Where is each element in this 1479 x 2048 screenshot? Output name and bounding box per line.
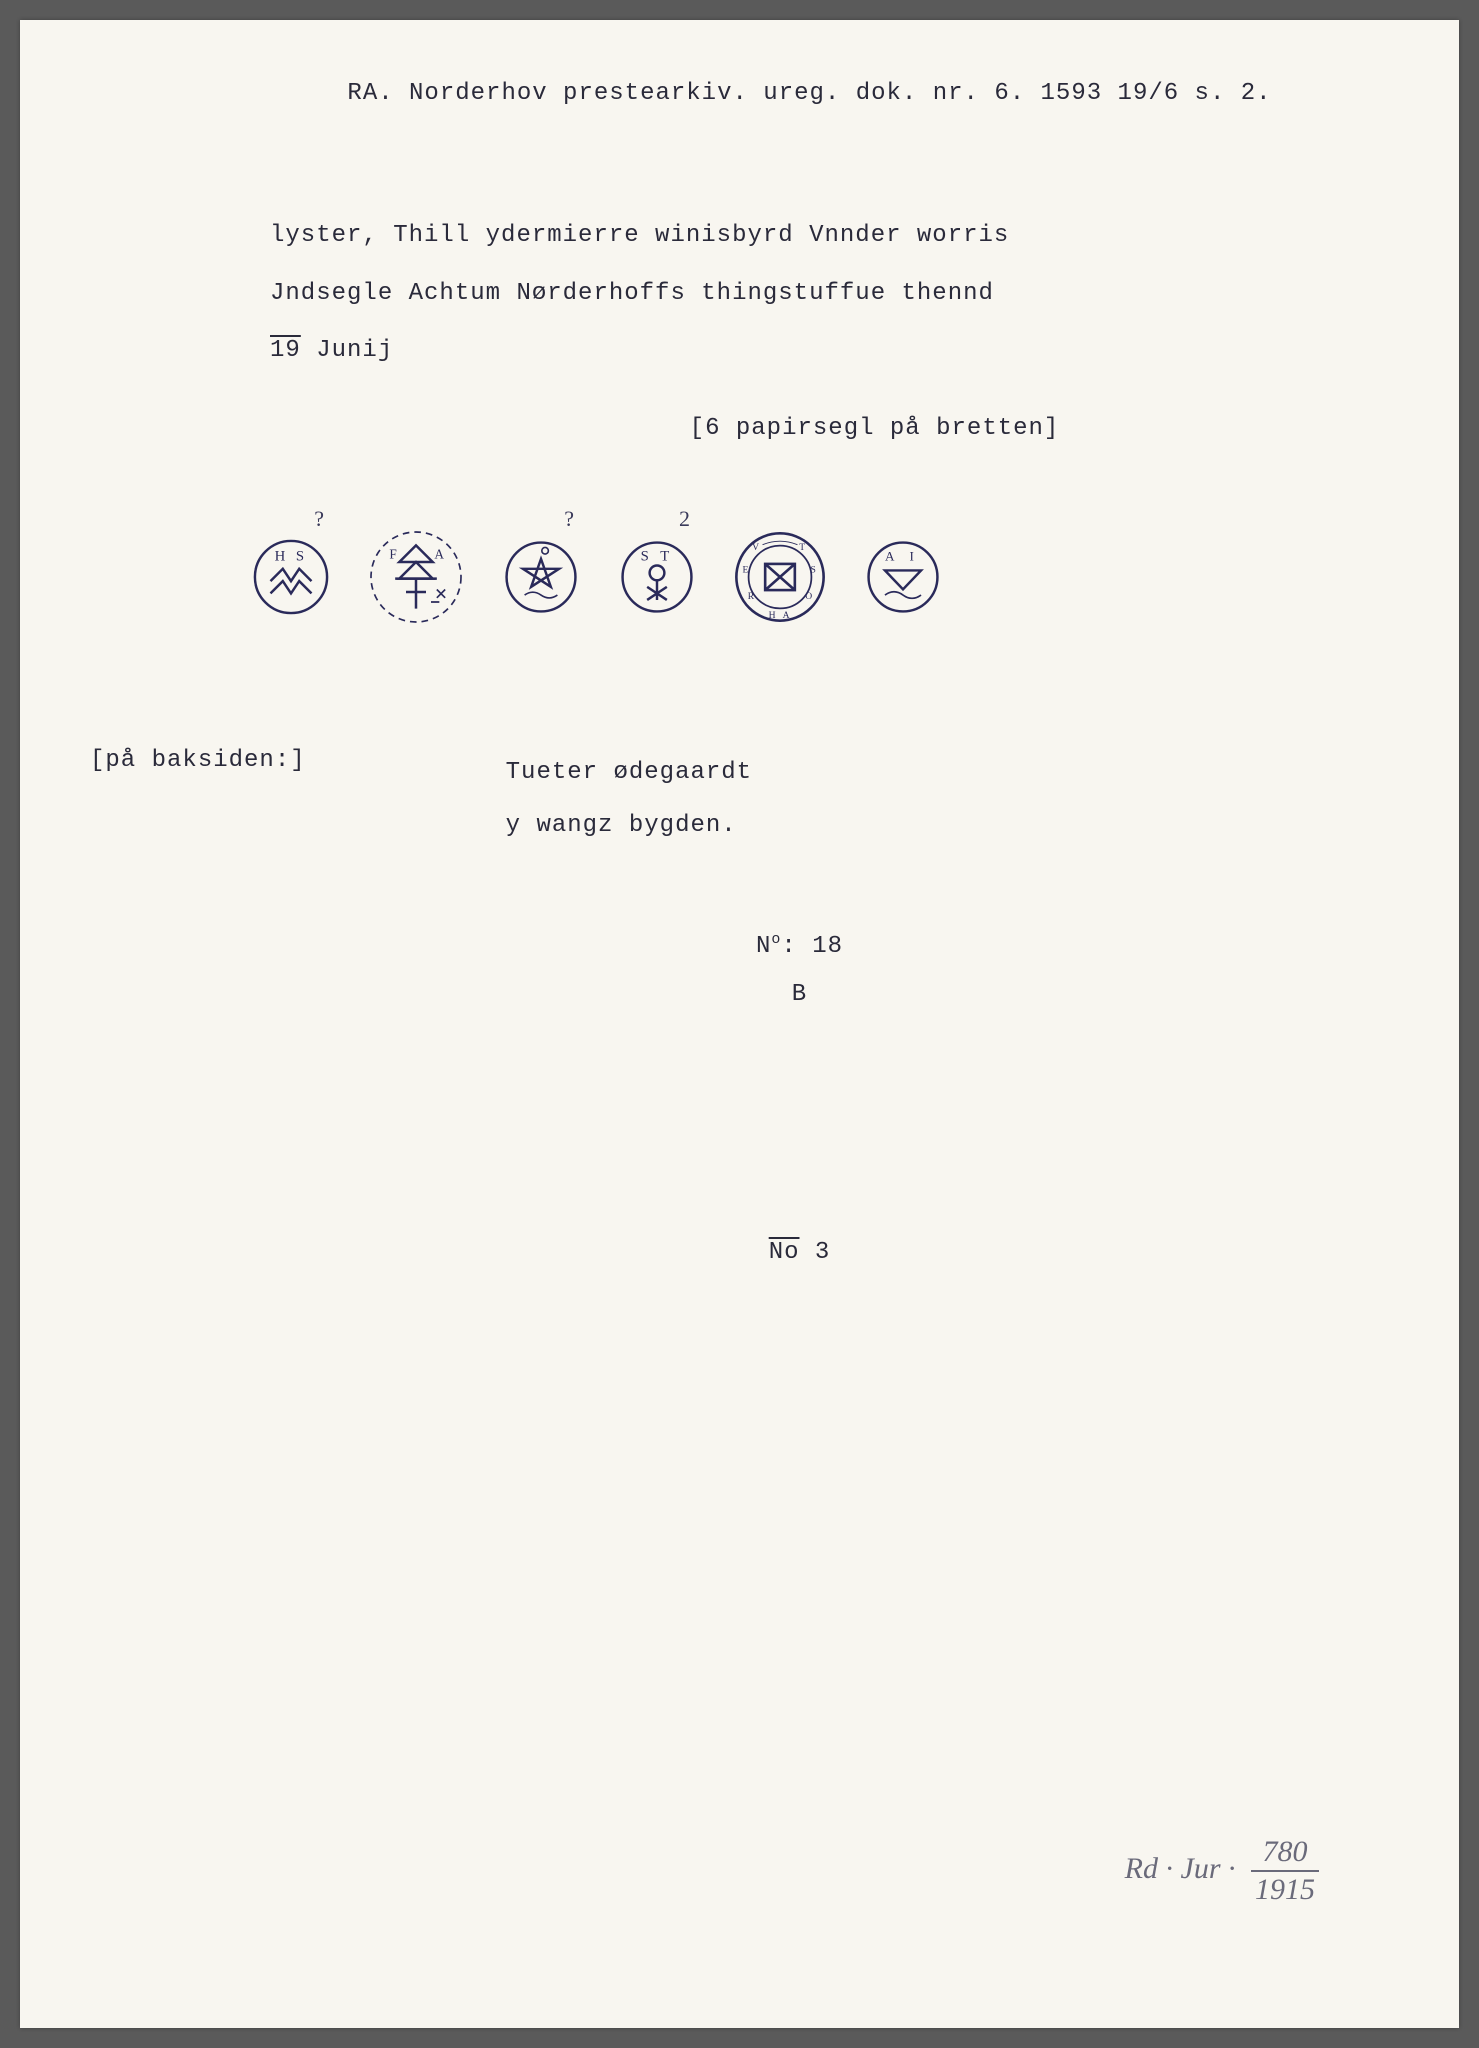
svg-text:S: S [641, 549, 649, 565]
body-line-1: lyster, Thill ydermierre winisbyrd Vnnde… [270, 207, 1389, 265]
handwritten-fraction: 780 1915 [1251, 1834, 1319, 1908]
svg-text:S: S [811, 565, 816, 576]
backside-row: [på baksiden:] Tueter ødegaardt y wangz … [90, 747, 1389, 853]
seal-5-icon: V T E S R O H A [732, 529, 828, 625]
seal-6: A I [862, 536, 944, 618]
no3-rest: 3 [800, 1239, 831, 1266]
svg-text:S: S [296, 549, 304, 565]
backside-line-1: Tueter ødegaardt [506, 747, 752, 800]
body-transcription: lyster, Thill ydermierre winisbyrd Vnnde… [270, 207, 1389, 457]
seal-1-icon: H S [250, 536, 332, 618]
seal-2: F A [366, 527, 466, 627]
fraction-top: 780 [1251, 1834, 1319, 1872]
seal-3-icon [500, 536, 582, 618]
seal-note-brackets: [6 papirsegl på bretten] [360, 400, 1389, 458]
svg-text:I: I [910, 549, 914, 564]
reference-number-block: No: 18 B [210, 923, 1389, 1019]
backside-label: [på baksiden:] [90, 747, 306, 774]
seal-3: ? [500, 536, 582, 618]
backside-line-2: y wangz bygden. [506, 800, 752, 853]
fraction-bottom: 1915 [1251, 1872, 1319, 1908]
backside-content: Tueter ødegaardt y wangz bygden. [506, 747, 752, 853]
seals-row: ? H S F A ? [250, 527, 1389, 627]
seal-1-mark: ? [314, 506, 324, 532]
svg-text:A: A [783, 610, 790, 621]
svg-text:E: E [742, 565, 748, 576]
seal-2-icon: F A [366, 527, 466, 627]
body-line-3: 19 Junij [270, 322, 1389, 380]
seal-4-icon: S T [616, 536, 698, 618]
body-line-2: Jndsegle Achtum Nørderhoffs thingstuffue… [270, 265, 1389, 323]
svg-text:F: F [389, 547, 396, 562]
archive-reference-header: RA. Norderhov prestearkiv. ureg. dok. nr… [230, 80, 1389, 107]
svg-text:H: H [769, 610, 776, 621]
ref-colon-18: : 18 [781, 933, 843, 960]
seal-5: V T E S R O H A [732, 529, 828, 625]
svg-text:A: A [434, 547, 444, 562]
svg-text:V: V [752, 542, 759, 553]
seal-4-mark: 2 [679, 506, 690, 532]
svg-text:H: H [275, 549, 286, 565]
handwritten-annotation: Rd · Jur · 780 1915 [1125, 1834, 1319, 1908]
seal-4: 2 S T [616, 536, 698, 618]
svg-text:T: T [799, 542, 805, 553]
svg-text:A: A [885, 549, 895, 564]
no3-block: No 3 [210, 1239, 1389, 1266]
seal-1: ? H S [250, 536, 332, 618]
document-page: RA. Norderhov prestearkiv. ureg. dok. nr… [20, 20, 1459, 2028]
date-rest: Junij [301, 337, 393, 364]
svg-text:T: T [660, 549, 669, 565]
svg-text:O: O [805, 591, 812, 602]
seal-6-icon: A I [862, 536, 944, 618]
reference-no18: No: 18 [210, 923, 1389, 971]
ref-o-superscript: o [771, 931, 781, 948]
no3-overline: No [769, 1239, 800, 1266]
date-overline: 19 [270, 322, 301, 380]
seal-3-mark: ? [564, 506, 574, 532]
svg-text:R: R [748, 591, 755, 602]
ref-n: N [756, 933, 771, 960]
handwritten-prefix: Rd · Jur · [1125, 1852, 1236, 1885]
reference-letter-b: B [210, 971, 1389, 1019]
